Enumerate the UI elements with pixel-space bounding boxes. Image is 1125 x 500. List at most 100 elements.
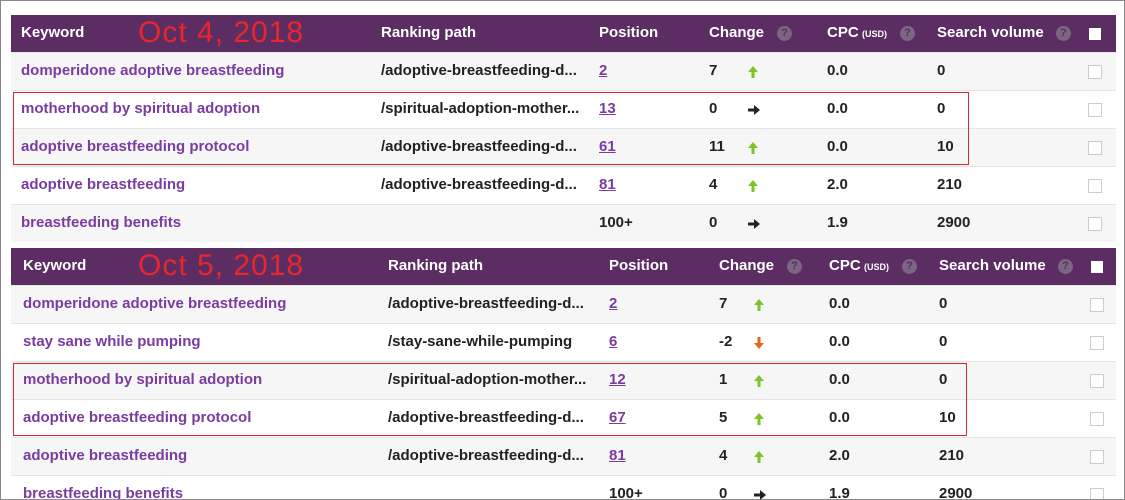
cpc: 0.0 [827,62,848,79]
header-cpc: CPC [829,257,861,274]
header-position: Position [599,24,659,41]
table-row [11,399,1116,437]
position[interactable]: 2 [599,62,608,79]
select-all-checkbox[interactable] [1089,28,1101,40]
row-checkbox[interactable] [1090,298,1104,312]
trend-arrow [747,103,761,121]
table-row [11,128,1116,166]
change: 4 [719,447,728,464]
row-checkbox[interactable] [1088,65,1102,79]
keyword-link[interactable]: adoptive breastfeeding protocol [21,138,250,155]
change: 4 [709,176,718,193]
change: 0 [719,485,728,500]
trend-arrow [753,374,765,393]
keyword-link[interactable]: stay sane while pumping [23,333,201,350]
help-icon[interactable]: ? [900,26,915,41]
trend-arrow [753,336,765,355]
help-icon[interactable]: ? [902,259,917,274]
change: 7 [709,62,718,79]
row-checkbox[interactable] [1088,103,1102,117]
position[interactable]: 67 [609,409,626,426]
date-label: Oct 4, 2018 [138,16,305,49]
position[interactable]: 2 [609,295,618,312]
table-header [11,15,1116,52]
keyword-link[interactable]: motherhood by spiritual adoption [21,100,261,117]
table-row [11,90,1116,128]
cpc: 0.0 [827,138,848,155]
help-icon[interactable]: ? [787,259,802,274]
header-change: Change [709,24,765,41]
highlight-box [13,363,967,436]
row-checkbox[interactable] [1088,179,1102,193]
ranking-path: /adoptive-breastfeeding-d... [388,295,584,312]
change: 0 [709,100,718,117]
change: 7 [719,295,728,312]
search-volume: 210 [939,447,965,464]
keyword-link[interactable]: adoptive breastfeeding [23,447,188,464]
position: 100+ [609,485,643,500]
keyword-link[interactable]: domperidone adoptive breastfeeding [21,62,285,79]
header-keyword: Keyword [23,257,87,274]
table-row [11,204,1116,242]
change: 5 [719,409,728,426]
keyword-link[interactable]: adoptive breastfeeding protocol [23,409,252,426]
row-checkbox[interactable] [1090,374,1104,388]
cpc: 1.9 [829,485,850,500]
select-all-checkbox[interactable] [1091,261,1103,273]
help-icon[interactable]: ? [1056,26,1071,41]
position[interactable]: 61 [599,138,616,155]
position[interactable]: 13 [599,100,616,117]
ranking-path: /spiritual-adoption-mother... [381,100,580,117]
position: 100+ [599,214,633,231]
position[interactable]: 81 [599,176,616,193]
table-row [11,285,1116,323]
ranking-path: /adoptive-breastfeeding-d... [388,447,584,464]
header-volume: Search volume [937,24,1044,41]
row-checkbox[interactable] [1090,450,1104,464]
row-checkbox[interactable] [1090,488,1104,499]
header-cpc: CPC [827,24,859,41]
header-path: Ranking path [388,257,484,274]
cpc: 0.0 [829,409,850,426]
table-row [11,323,1116,361]
cpc: 0.0 [829,295,850,312]
search-volume: 0 [939,333,948,350]
header-cpc-unit: (USD) [862,29,887,39]
help-icon[interactable]: ? [777,26,792,41]
date-label: Oct 5, 2018 [138,249,305,282]
keyword-link[interactable]: adoptive breastfeeding [21,176,186,193]
row-checkbox[interactable] [1090,412,1104,426]
position[interactable]: 6 [609,333,618,350]
ranking-path: /adoptive-breastfeeding-d... [381,62,577,79]
cpc: 2.0 [827,176,848,193]
help-icon[interactable]: ? [1058,259,1073,274]
table-row [11,52,1116,90]
change: 11 [709,138,725,155]
position[interactable]: 12 [609,371,626,388]
header-change: Change [719,257,775,274]
search-volume: 2900 [937,214,971,231]
header-path: Ranking path [381,24,477,41]
search-volume: 10 [937,138,954,155]
keyword-link[interactable]: breastfeeding benefits [23,485,184,500]
trend-arrow [753,488,767,499]
keyword-link[interactable]: motherhood by spiritual adoption [23,371,263,388]
position[interactable]: 81 [609,447,626,464]
cpc: 2.0 [829,447,850,464]
ranking-path: /adoptive-breastfeeding-d... [388,409,584,426]
row-checkbox[interactable] [1088,217,1102,231]
search-volume: 10 [939,409,956,426]
keyword-link[interactable]: breastfeeding benefits [21,214,182,231]
cpc: 0.0 [827,100,848,117]
row-checkbox[interactable] [1090,336,1104,350]
trend-arrow [747,141,759,160]
trend-arrow [747,179,759,198]
trend-arrow [753,450,765,469]
header-keyword: Keyword [21,24,85,41]
table-row [11,437,1116,475]
table-header [11,248,1116,285]
keyword-link[interactable]: domperidone adoptive breastfeeding [23,295,287,312]
row-checkbox[interactable] [1088,141,1102,155]
search-volume: 0 [939,295,948,312]
